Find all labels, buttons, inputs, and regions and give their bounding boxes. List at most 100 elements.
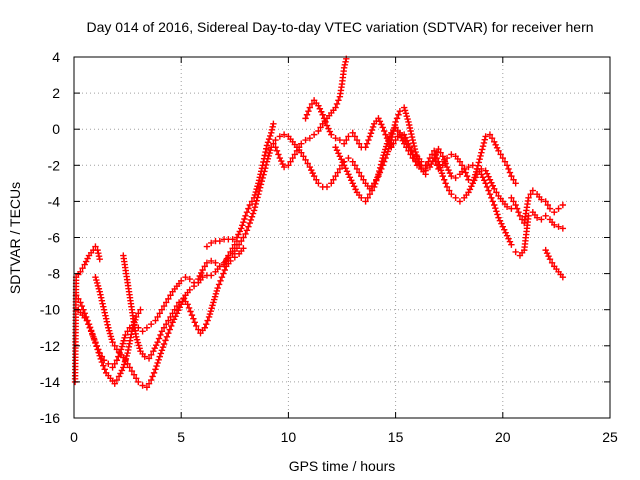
data-point xyxy=(458,162,466,169)
data-point xyxy=(355,140,363,147)
data-point xyxy=(98,353,106,360)
data-point xyxy=(167,292,174,299)
data-point xyxy=(382,143,390,150)
data-point xyxy=(443,163,451,171)
data-point xyxy=(175,299,183,306)
data-point xyxy=(412,158,419,165)
data-point xyxy=(305,107,312,115)
data-point xyxy=(136,345,143,352)
data-point xyxy=(221,266,228,274)
data-point xyxy=(163,333,171,340)
data-point xyxy=(93,276,100,284)
data-point xyxy=(346,174,354,181)
data-point xyxy=(493,189,500,196)
data-point xyxy=(263,142,271,149)
data-point xyxy=(165,295,172,303)
data-point xyxy=(353,165,361,173)
data-point xyxy=(77,268,84,275)
data-point xyxy=(298,149,305,156)
data-point xyxy=(238,225,245,232)
chart-title: Day 014 of 2016, Sidereal Day-to-day VTE… xyxy=(86,19,593,35)
data-point xyxy=(123,352,130,360)
data-point xyxy=(240,245,247,252)
data-point xyxy=(323,122,331,129)
data-point xyxy=(287,158,294,165)
data-point xyxy=(440,176,448,183)
data-point xyxy=(109,338,116,346)
data-point xyxy=(340,64,348,72)
data-point xyxy=(198,269,205,277)
data-point xyxy=(432,151,439,158)
x-axis-label: GPS time / hours xyxy=(289,458,396,474)
data-point xyxy=(448,151,455,158)
data-point xyxy=(118,343,126,350)
data-point xyxy=(190,283,198,290)
data-point xyxy=(468,183,475,190)
data-point xyxy=(497,151,504,158)
data-point xyxy=(437,149,444,156)
data-point xyxy=(492,141,499,149)
data-point xyxy=(352,186,359,193)
data-point xyxy=(298,140,305,147)
data-point xyxy=(254,183,261,190)
data-point xyxy=(133,336,141,343)
data-point xyxy=(203,320,210,328)
data-point xyxy=(203,259,211,266)
data-point xyxy=(448,172,455,180)
data-point xyxy=(465,189,472,196)
data-point xyxy=(501,226,508,233)
data-point xyxy=(340,162,348,169)
data-point xyxy=(207,307,214,315)
data-point xyxy=(233,245,241,252)
data-point xyxy=(483,183,491,191)
data-point xyxy=(348,177,355,184)
data-point xyxy=(349,129,356,137)
data-point xyxy=(272,144,279,151)
data-point xyxy=(374,174,381,181)
data-point xyxy=(380,127,388,135)
axis-ticks: 0 5 10 15 20 25 -16 -14 -12 -10 -8 -6 -4 -2 0 2 4 xyxy=(40,49,618,445)
data-point xyxy=(439,172,446,180)
data-point xyxy=(77,299,84,306)
data-point xyxy=(351,162,359,169)
data-point xyxy=(233,234,241,241)
data-point xyxy=(211,296,218,303)
data-point xyxy=(315,102,322,109)
data-point xyxy=(548,259,556,266)
data-point xyxy=(235,231,242,238)
data-point xyxy=(493,144,501,152)
data-point xyxy=(341,61,349,69)
data-point xyxy=(375,115,382,122)
data-point xyxy=(400,104,408,111)
data-point xyxy=(406,124,414,132)
data-point xyxy=(488,135,496,142)
data-point xyxy=(343,136,350,144)
data-point xyxy=(212,259,219,266)
data-point xyxy=(243,227,251,234)
data-point xyxy=(169,319,176,326)
data-point xyxy=(456,158,464,165)
plot-frame xyxy=(73,56,611,419)
data-point xyxy=(345,154,352,162)
data-point xyxy=(328,180,335,187)
data-point xyxy=(508,241,515,248)
data-point xyxy=(204,317,211,324)
data-point xyxy=(486,176,494,183)
data-point xyxy=(115,373,123,380)
data-point xyxy=(213,287,220,295)
data-point xyxy=(446,169,454,177)
data-point xyxy=(363,140,371,147)
data-point xyxy=(366,190,374,198)
data-point xyxy=(390,140,397,147)
data-point xyxy=(394,127,401,135)
data-point xyxy=(401,107,409,114)
data-point xyxy=(93,279,101,287)
data-point xyxy=(405,118,412,126)
data-point xyxy=(87,328,95,335)
data-point xyxy=(533,214,541,221)
data-point xyxy=(154,359,161,367)
data-point xyxy=(542,198,549,205)
data-point xyxy=(303,111,311,118)
data-point xyxy=(120,364,127,371)
